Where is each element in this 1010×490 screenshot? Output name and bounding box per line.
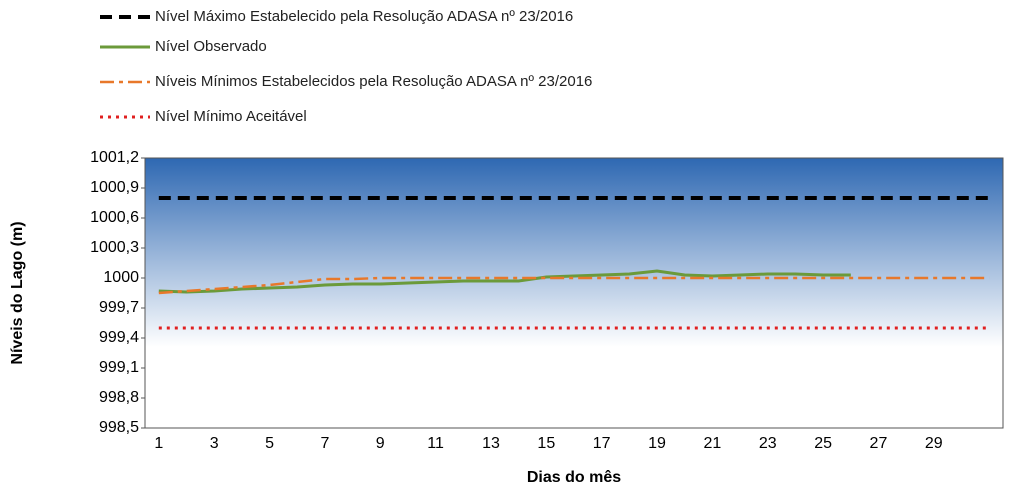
y-tick-label: 999,1 xyxy=(99,359,139,376)
x-tick-label: 19 xyxy=(648,435,666,452)
x-tick-label: 25 xyxy=(814,435,832,452)
x-tick-label: 1 xyxy=(154,435,163,452)
x-tick-label: 13 xyxy=(482,435,500,452)
y-tick-label: 1000,6 xyxy=(90,209,139,226)
y-tick-label: 1000,3 xyxy=(90,239,139,256)
y-tick-label: 1001,2 xyxy=(90,149,139,166)
x-tick-label: 23 xyxy=(759,435,777,452)
x-tick-label: 29 xyxy=(925,435,943,452)
x-tick-label: 17 xyxy=(593,435,611,452)
series-line xyxy=(158,276,990,295)
y-tick-label: 998,8 xyxy=(99,389,139,406)
plot-area xyxy=(144,157,1004,429)
y-tick-label: 999,4 xyxy=(99,329,139,346)
x-axis-label: Dias do mês xyxy=(527,469,621,486)
x-tick-label: 5 xyxy=(265,435,274,452)
series-line xyxy=(158,269,851,294)
legend-label: Nível Máximo Estabelecido pela Resolução… xyxy=(155,8,573,25)
legend-label: Níveis Mínimos Estabelecidos pela Resolu… xyxy=(155,73,592,90)
y-axis-label: Níveis do Lago (m) xyxy=(9,221,26,364)
y-tick-label: 998,5 xyxy=(99,419,139,436)
x-tick-label: 15 xyxy=(537,435,555,452)
x-tick-label: 27 xyxy=(870,435,888,452)
legend-label: Nível Observado xyxy=(155,38,267,55)
x-tick-label: 9 xyxy=(376,435,385,452)
y-tick-label: 1000 xyxy=(103,269,139,286)
x-tick-label: 11 xyxy=(427,435,444,452)
x-tick-label: 7 xyxy=(320,435,329,452)
legend-label: Nível Mínimo Aceitável xyxy=(155,108,307,125)
y-tick-label: 999,7 xyxy=(99,299,139,316)
y-tick-label: 1000,9 xyxy=(90,179,139,196)
x-tick-label: 21 xyxy=(703,435,721,452)
x-tick-label: 3 xyxy=(210,435,219,452)
